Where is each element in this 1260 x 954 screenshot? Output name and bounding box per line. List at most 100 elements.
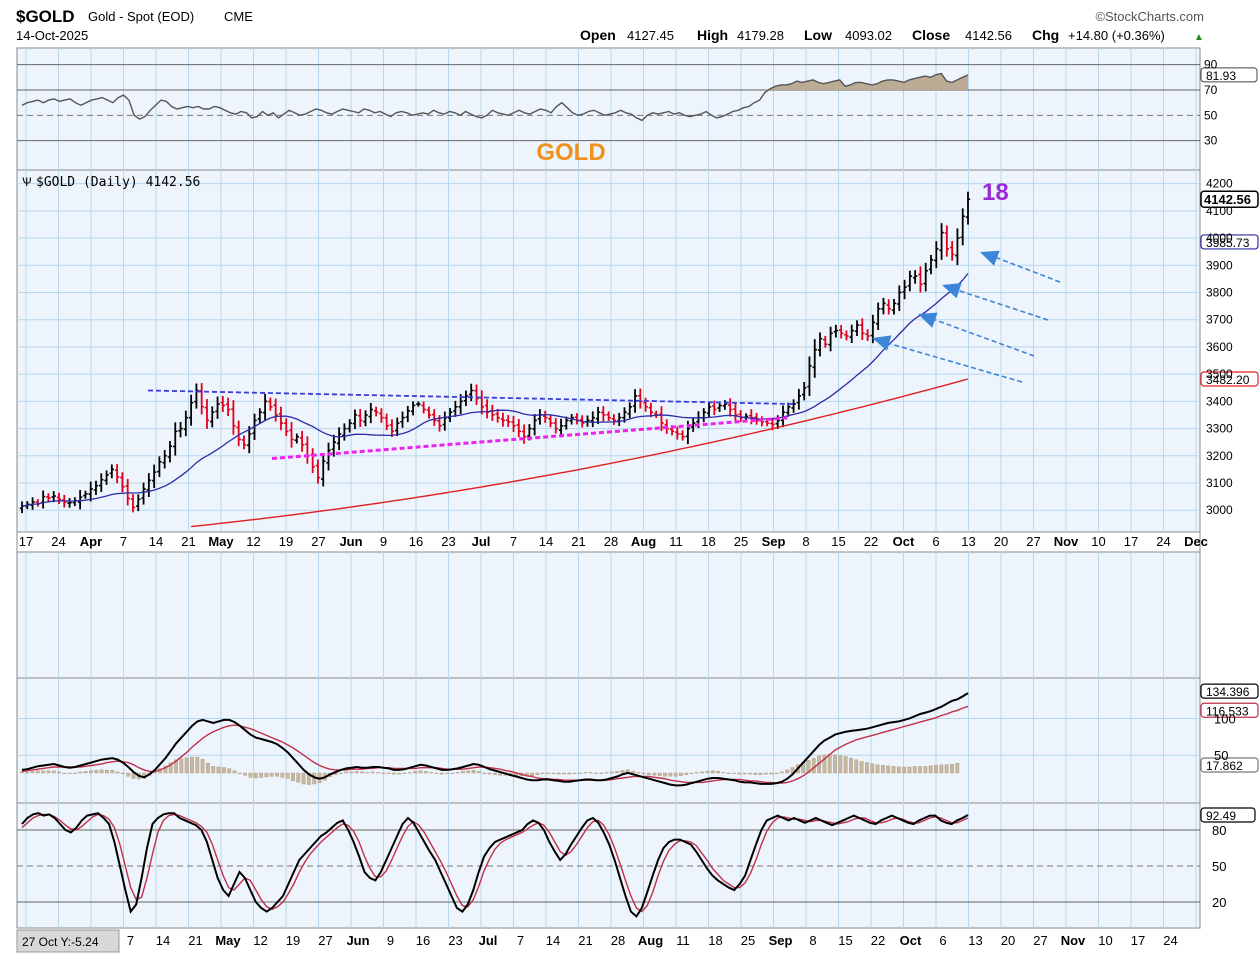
price-bar xyxy=(247,426,252,454)
macd-histogram-bar xyxy=(110,770,115,774)
macd-histogram-bar xyxy=(105,770,109,774)
price-bar xyxy=(268,397,273,411)
close-value: 4142.56 xyxy=(965,28,1012,43)
price-bar xyxy=(463,390,469,407)
price-bar xyxy=(231,400,236,435)
price-bar xyxy=(83,490,88,499)
stoch-tick-label: 80 xyxy=(1212,823,1226,838)
stoch-tick-label: 20 xyxy=(1212,895,1226,910)
macd-histogram-bar xyxy=(689,772,694,774)
bottom-date-tick-label: 19 xyxy=(286,933,300,948)
macd-histogram-bar xyxy=(477,771,481,774)
price-tick-label: 3200 xyxy=(1206,449,1233,463)
bottom-date-tick-label: 24 xyxy=(1163,933,1177,948)
ma-fast-line xyxy=(21,272,969,507)
macd-histogram-bar xyxy=(620,770,625,774)
price-bar xyxy=(315,459,321,484)
price-bar xyxy=(828,326,833,352)
price-bar xyxy=(532,414,537,436)
macd-histogram-bar xyxy=(726,772,731,774)
price-bar xyxy=(352,409,358,430)
price-bar xyxy=(167,440,173,463)
panel-rsi xyxy=(16,47,1201,171)
macd-histogram-bar xyxy=(434,772,439,774)
chg-value: +14.80 (+0.36%) xyxy=(1068,28,1165,43)
open-label: Open xyxy=(580,27,616,43)
price-bar xyxy=(955,228,960,266)
macd-histogram-bar xyxy=(200,759,205,774)
stoch-tick-label: 50 xyxy=(1212,859,1226,874)
price-legend: $GOLD (Daily) 4142.56 xyxy=(36,175,200,190)
macd-histogram-bar xyxy=(663,772,667,777)
price-bar xyxy=(891,298,897,315)
macd-histogram-bar xyxy=(67,772,72,774)
date-tick-label: 16 xyxy=(409,534,423,549)
macd-histogram-bar xyxy=(120,772,125,774)
arrow-shaft xyxy=(929,317,1035,357)
macd-histogram-bar xyxy=(912,766,917,774)
price-bar xyxy=(860,318,865,340)
macd-histogram-bar xyxy=(588,772,593,774)
ma-slow-label: 3482.20 xyxy=(1206,373,1250,387)
price-bar xyxy=(358,409,363,427)
macd-histogram-bar xyxy=(896,766,901,774)
price-bar xyxy=(712,400,717,415)
price-bar xyxy=(553,418,558,434)
price-bar xyxy=(934,241,939,269)
price-bar xyxy=(395,417,400,437)
bottom-date-tick-label: 27 xyxy=(318,933,332,948)
price-bar xyxy=(130,494,136,513)
macd-histogram-bar xyxy=(493,772,497,775)
date-tick-label: 24 xyxy=(51,534,65,549)
date-tick-label: 17 xyxy=(1124,534,1138,549)
price-bar xyxy=(178,422,183,438)
price-bar xyxy=(854,320,860,337)
bottom-date-tick-label: 25 xyxy=(741,933,755,948)
bottom-date-tick-label: Sep xyxy=(769,933,793,948)
macd-histogram-bar xyxy=(206,762,210,774)
price-bar xyxy=(801,381,807,401)
price-bar xyxy=(680,430,685,441)
price-bar xyxy=(421,401,426,414)
arrow-shaft xyxy=(953,288,1049,321)
price-bar xyxy=(173,422,178,456)
price-bar xyxy=(886,299,891,315)
date-tick-label: Nov xyxy=(1054,534,1079,549)
price-bar xyxy=(368,402,374,424)
price-bar xyxy=(897,285,902,312)
macd-histogram-bar xyxy=(280,772,285,778)
macd-histogram-bar xyxy=(174,759,178,774)
panel-macd xyxy=(16,677,1201,804)
price-bar xyxy=(88,481,93,502)
price-bar xyxy=(627,402,632,419)
bottom-date-tick-label: 13 xyxy=(968,933,982,948)
macd-histogram-bar xyxy=(381,772,386,774)
date-tick-label: Sep xyxy=(762,534,786,549)
arrow-shaft xyxy=(991,255,1061,283)
bottom-date-tick-label: 9 xyxy=(387,933,394,948)
date-axis-band xyxy=(16,531,1201,553)
price-bar xyxy=(632,389,638,413)
arrow-head xyxy=(980,250,1000,266)
macd-histogram-bar xyxy=(423,771,428,774)
macd-histogram-bar xyxy=(221,767,226,774)
macd-histogram-bar xyxy=(126,772,131,777)
macd-histogram-bar xyxy=(540,772,545,774)
macd-histogram-bar xyxy=(753,772,758,775)
macd-histogram-bar xyxy=(657,772,662,776)
macd-histogram-bar xyxy=(99,769,104,774)
price-bar xyxy=(912,270,918,284)
price-tick-label: 3900 xyxy=(1206,258,1233,272)
last-price-box xyxy=(1200,190,1259,208)
macd-histogram-bar xyxy=(865,762,869,774)
macd-histogram-bar xyxy=(604,772,609,774)
macd-histogram-bar xyxy=(907,766,912,774)
macd-histogram-bar xyxy=(785,769,790,774)
chg-label: Chg xyxy=(1032,27,1059,43)
macd-histogram-bar xyxy=(179,758,184,774)
price-bar xyxy=(796,388,802,410)
date-label: 14-Oct-2025 xyxy=(16,28,88,43)
macd-histogram-bar xyxy=(843,756,848,774)
macd-histogram-bar xyxy=(923,766,928,774)
macd-histogram-bar xyxy=(461,771,465,774)
